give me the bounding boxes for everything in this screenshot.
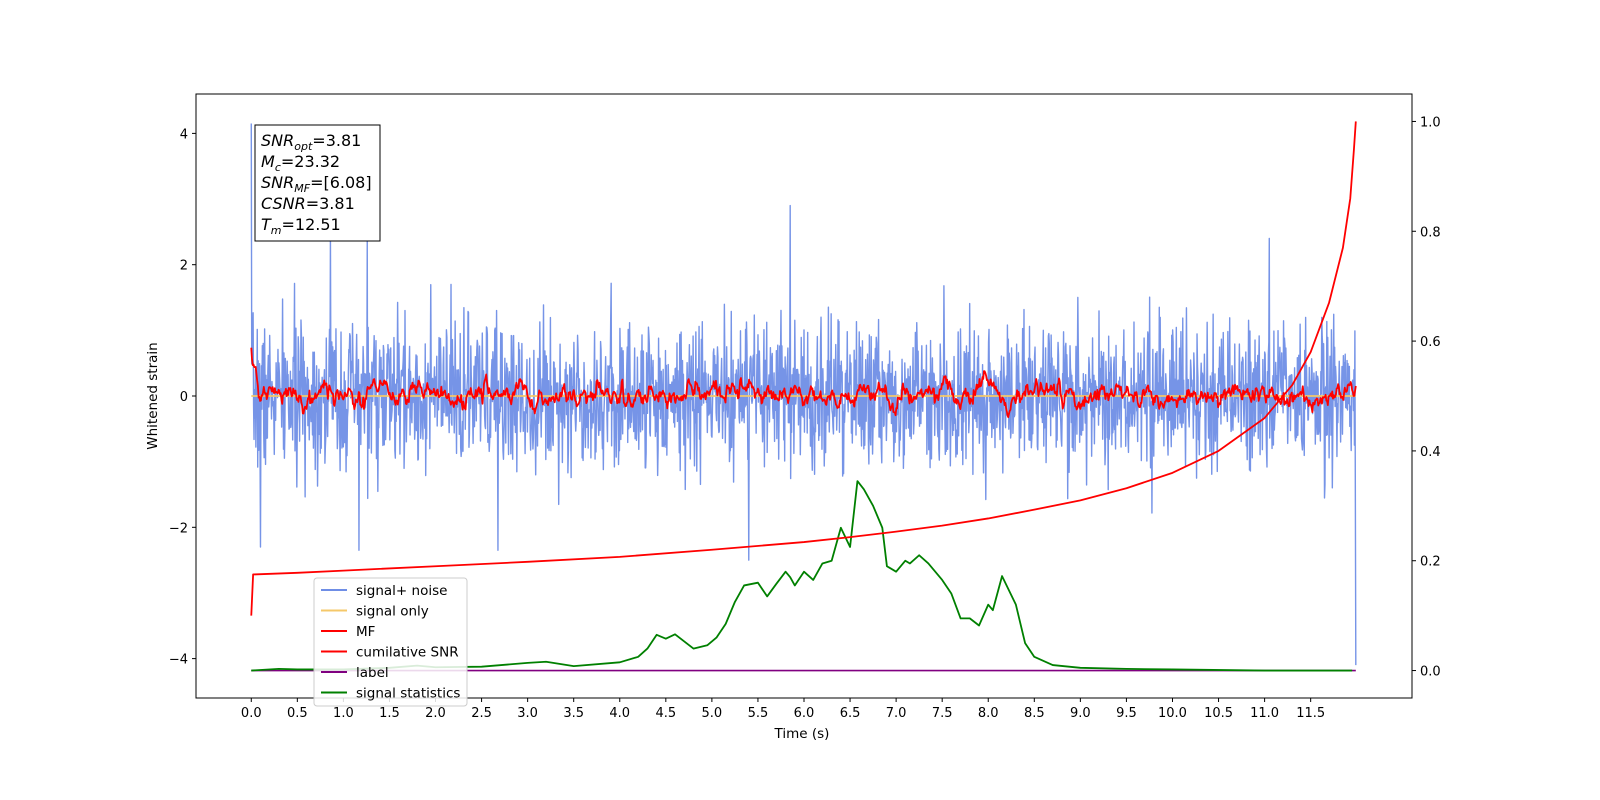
- series-line-signal-statistics: [251, 480, 1353, 672]
- y2-tick-label: 0.0: [1420, 665, 1441, 680]
- x-tick-label: 0.5: [287, 706, 308, 721]
- annotation-subscript: c: [275, 161, 281, 174]
- annotation-symbol: SNR: [261, 131, 294, 150]
- series-line-mf: [250, 347, 1357, 419]
- y2-tick-label: 0.6: [1420, 335, 1441, 350]
- legend-label-signal-only: signal only: [356, 604, 429, 620]
- y2-tick-label: 0.8: [1420, 225, 1441, 240]
- x-tick-label: 1.5: [379, 706, 400, 721]
- legend-label-signal-statistics: signal statistics: [356, 686, 460, 702]
- annotation-line: CSNR=3.81: [261, 194, 355, 213]
- x-tick-label: 8.5: [1024, 706, 1045, 721]
- legend-frame: [313, 577, 468, 707]
- annotation-box: SNRopt=3.81Mc=23.32SNRMF=[6.08]CSNR=3.81…: [254, 124, 381, 242]
- y2-tick-label: 1.0: [1420, 115, 1441, 130]
- x-tick-label: 6.5: [840, 706, 861, 721]
- annotation-line: SNRMF=[6.08]: [261, 173, 372, 195]
- y-tick-label: 2: [180, 259, 188, 274]
- y2-tick-label: 0.4: [1420, 445, 1441, 460]
- annotation-value: =23.32: [281, 152, 340, 171]
- series-line-signal-noise: [250, 123, 1357, 666]
- y-axis-right: 0.0 0.2 0.4 0.6 0.8 1.0: [1412, 115, 1441, 680]
- x-axis: 0.0 0.5 1.0 1.5 2.0 2.5 3.0 3.5 4.0 4.5 5.0 5.5 6.0 6…: [241, 698, 1325, 721]
- x-tick-label: 0.0: [241, 706, 262, 721]
- x-tick-label: 7.5: [932, 706, 953, 721]
- annotation-box-frame: [254, 124, 381, 242]
- x-tick-label: 6.0: [794, 706, 815, 721]
- y-tick-label: −4: [169, 653, 188, 668]
- annotation-line: Tm=12.51: [261, 215, 341, 237]
- legend: signal+ noise signal only MF cumilative SNR…: [313, 577, 468, 707]
- x-tick-label: 3.0: [517, 706, 538, 721]
- annotation-symbol: CSNR: [261, 194, 306, 213]
- annotation-subscript: m: [271, 224, 282, 237]
- x-tick-label: 8.0: [978, 706, 999, 721]
- annotation-value: =12.51: [282, 215, 341, 234]
- x-tick-label: 9.0: [1070, 706, 1091, 721]
- x-tick-label: 4.0: [609, 706, 630, 721]
- x-tick-label: 2.5: [471, 706, 492, 721]
- x-tick-label: 1.0: [333, 706, 354, 721]
- x-tick-label: 10.0: [1158, 706, 1187, 721]
- y2-tick-label: 0.2: [1420, 555, 1441, 570]
- annotation-line: SNRopt=3.81: [261, 131, 361, 153]
- annotation-value: =[6.08]: [310, 173, 372, 192]
- legend-label-signal-noise: signal+ noise: [356, 583, 447, 599]
- x-tick-label: 9.5: [1116, 706, 1137, 721]
- series-line-cumilative-snr: [250, 121, 1357, 616]
- legend-label-cumilative-snr: cumilative SNR: [356, 645, 459, 661]
- x-tick-label: 2.0: [425, 706, 446, 721]
- y-tick-label: −2: [169, 521, 188, 536]
- annotation-line: Mc=23.32: [261, 152, 340, 174]
- annotation-subscript: opt: [294, 140, 313, 153]
- x-tick-label: 4.5: [655, 706, 676, 721]
- annotation-value: =3.81: [306, 194, 355, 213]
- legend-label-label: label: [356, 665, 389, 681]
- x-tick-label: 10.5: [1204, 706, 1233, 721]
- y-axis-left: 4 2 0 −2 −4: [169, 127, 196, 668]
- y-tick-label: 0: [180, 390, 188, 405]
- annotation-value: =3.81: [312, 131, 361, 150]
- y-axis-label: Whitened strain: [145, 342, 161, 449]
- annotation-symbol: T: [261, 215, 272, 234]
- y-tick-label: 4: [180, 127, 188, 142]
- x-tick-label: 7.0: [886, 706, 907, 721]
- annotation-subscript: MF: [294, 182, 310, 195]
- x-tick-label: 3.5: [563, 706, 584, 721]
- x-tick-label: 5.5: [748, 706, 769, 721]
- x-axis-label: Time (s): [774, 726, 830, 742]
- x-tick-label: 11.5: [1296, 706, 1325, 721]
- annotation-symbol: M: [261, 152, 275, 171]
- x-tick-label: 11.0: [1250, 706, 1279, 721]
- annotation-symbol: SNR: [261, 173, 294, 192]
- x-tick-label: 5.0: [702, 706, 723, 721]
- legend-label-mf: MF: [356, 624, 375, 640]
